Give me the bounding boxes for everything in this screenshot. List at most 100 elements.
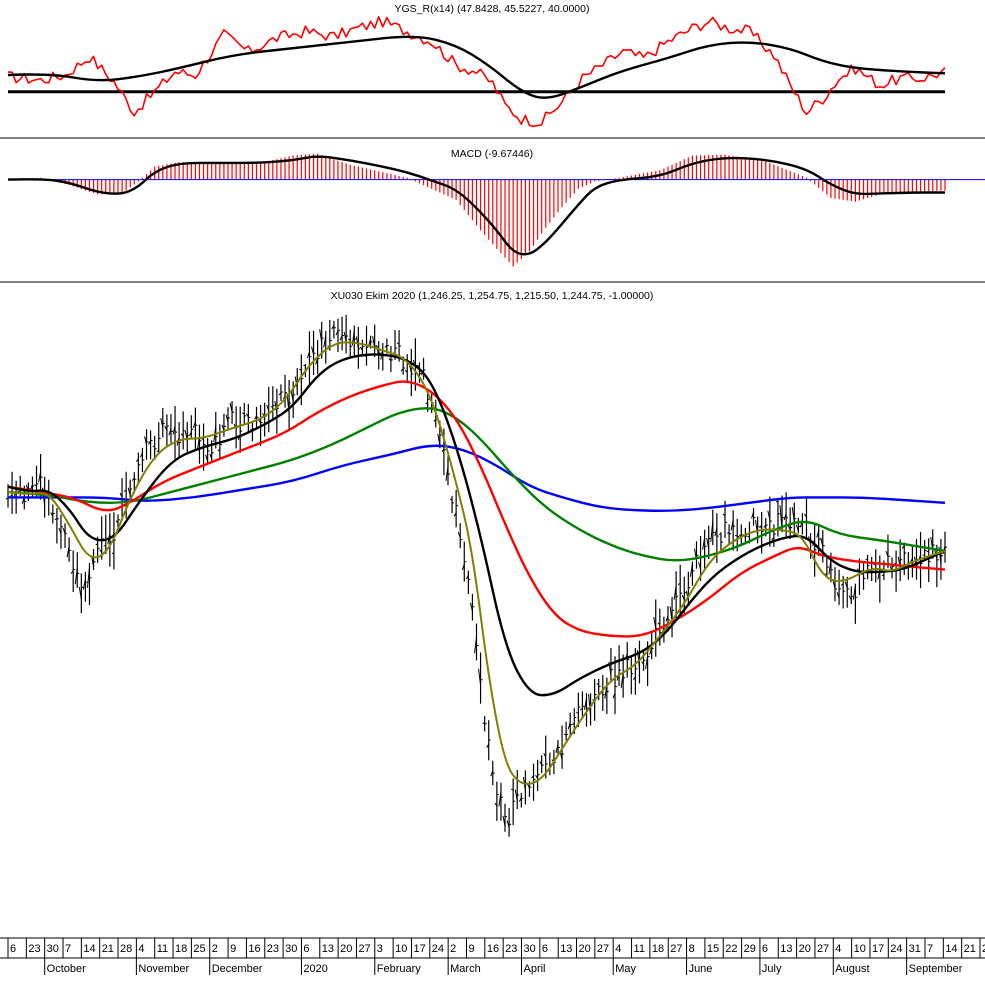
- price-bar-open: [135, 458, 139, 462]
- price-bar-open: [156, 450, 159, 453]
- price-bar-open: [482, 721, 485, 725]
- price-bar-open: [816, 530, 820, 538]
- price-bar: [331, 320, 336, 339]
- price-bar-open: [180, 433, 184, 437]
- price-bar: [706, 525, 711, 560]
- price-bar: [86, 562, 92, 606]
- price-bar-open: [710, 521, 714, 542]
- day-tick-label: 20: [579, 943, 591, 955]
- price-bar: [730, 510, 736, 551]
- price-bar: [856, 558, 862, 595]
- price-bar: [335, 318, 340, 353]
- price-bar: [653, 599, 658, 657]
- price-bars: [5, 314, 947, 837]
- price-bar-open: [103, 544, 106, 547]
- price-bar-open: [730, 519, 734, 531]
- day-tick-label: 3: [377, 943, 383, 955]
- price-bar: [629, 655, 634, 695]
- day-tick-label: 27: [817, 943, 829, 955]
- price-bar: [91, 548, 96, 571]
- day-tick-label: 2: [450, 943, 456, 955]
- day-tick-label: 16: [487, 943, 499, 955]
- price-bar: [771, 524, 776, 547]
- price-bar: [482, 715, 487, 732]
- price-bar: [347, 329, 353, 358]
- price-bar: [641, 650, 646, 671]
- price-bar: [938, 538, 943, 580]
- month-labels: October November December 2020 February March…: [44, 958, 963, 975]
- price-bar-open: [417, 364, 420, 367]
- price-bar-open: [645, 655, 649, 670]
- price-bar: [286, 379, 292, 431]
- moving-average-line: [7, 353, 946, 697]
- price-bar: [323, 330, 328, 364]
- price-bar: [861, 562, 866, 590]
- price-bar: [262, 402, 267, 437]
- price-bar-open: [689, 564, 693, 577]
- price-bar: [844, 576, 850, 608]
- price-bar: [148, 430, 153, 460]
- price-bar: [543, 735, 548, 779]
- price-bar: [616, 645, 622, 687]
- price-bar: [461, 541, 467, 582]
- price-bar-open: [901, 544, 905, 549]
- day-tick-label: 4: [138, 943, 144, 955]
- price-bar-open: [384, 345, 388, 348]
- day-tick-label: 30: [285, 943, 297, 955]
- price-bar-open: [245, 413, 249, 418]
- price-bar-open: [767, 510, 771, 520]
- day-tick-label: 2: [982, 943, 985, 955]
- month-label: July: [762, 963, 782, 975]
- price-bar: [343, 314, 349, 354]
- macd-panel: MACD (-9.67446): [0, 148, 985, 283]
- price-bar: [127, 479, 133, 500]
- price-bar: [885, 534, 890, 569]
- price-bar-open: [747, 535, 750, 538]
- price-bar-open: [221, 424, 225, 431]
- price-bar-open: [225, 414, 229, 423]
- price-bar-open: [596, 683, 600, 686]
- price-bar: [751, 507, 756, 526]
- price-bar: [836, 569, 842, 605]
- price-bar: [518, 792, 524, 808]
- day-tick-label: 28: [120, 943, 132, 955]
- price-bar: [738, 524, 744, 546]
- price-bar-open: [119, 492, 123, 498]
- price-bar: [795, 517, 801, 534]
- price-bar-open: [490, 770, 494, 777]
- price-bar: [457, 523, 463, 549]
- price-bar: [624, 642, 630, 678]
- price-bar-open: [168, 428, 172, 436]
- price-bar: [339, 316, 345, 351]
- price-bar-open: [139, 452, 143, 458]
- price-bar: [873, 549, 878, 583]
- day-tick-label: 20: [799, 943, 811, 955]
- month-label: June: [689, 963, 713, 975]
- price-bar-open: [502, 815, 506, 827]
- price-bar: [539, 755, 544, 774]
- price-bar: [580, 691, 585, 719]
- price-bar-open: [567, 722, 571, 730]
- price-bar: [812, 524, 817, 577]
- price-bar: [522, 770, 528, 805]
- price-bar-open: [99, 549, 103, 553]
- day-tick-label: 13: [322, 943, 334, 955]
- price-bar: [563, 721, 569, 741]
- price-bar-open: [331, 324, 335, 330]
- price-bar-open: [70, 570, 74, 574]
- price-bar: [50, 504, 55, 524]
- price-bar-open: [323, 335, 327, 348]
- price-bar: [404, 354, 410, 382]
- price-bar: [380, 343, 385, 371]
- price-bar-open: [299, 368, 302, 371]
- price-bar-open: [123, 489, 127, 492]
- day-tick-label: 27: [358, 943, 370, 955]
- price-bar-open: [278, 392, 282, 396]
- price-bar-open: [885, 551, 889, 557]
- price-bar-open: [787, 525, 791, 531]
- price-bar-open: [588, 694, 592, 717]
- price-bar: [266, 386, 271, 433]
- price-bar-open: [58, 527, 62, 534]
- price-bar-open: [396, 342, 400, 345]
